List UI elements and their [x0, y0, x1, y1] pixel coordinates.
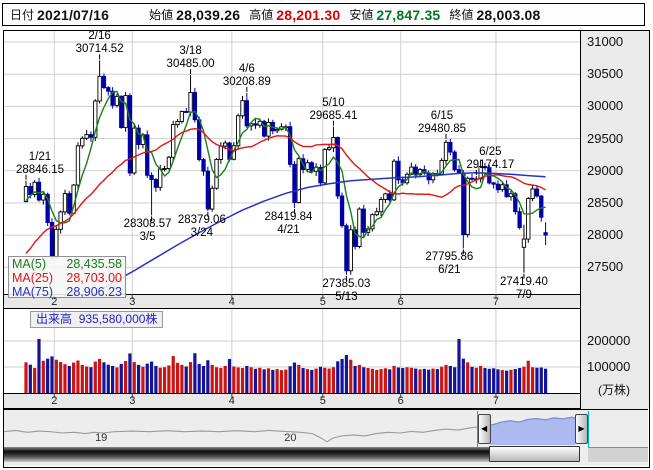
ma5-legend-row: MA(5) 28,435.58 — [12, 257, 122, 271]
ma75-label: MA(75) — [12, 285, 53, 299]
ma25-label: MA(25) — [12, 271, 53, 285]
annotation-6-25: 6/25 29174.17 — [466, 145, 515, 171]
scrollbar-thumb[interactable] — [488, 446, 580, 462]
nav-year-label: 20 — [284, 432, 297, 444]
range-handle-right[interactable]: ▶ — [574, 414, 588, 444]
price-axis-label: 31000 — [587, 34, 624, 49]
volume-value: 935,580,000株 — [78, 312, 158, 326]
range-handle-left[interactable]: ◀ — [477, 414, 491, 444]
price-xaxis-strip — [4, 294, 580, 309]
ma-legend: MA(5) 28,435.58 MA(25) 28,703.00 MA(75) … — [8, 256, 126, 299]
ohlc-header: 日付 2021/07/16 始値 28,039.26 高値 28,201.30 … — [2, 3, 645, 26]
month-label: 4 — [228, 395, 235, 407]
volume-axis-label: 200000 — [587, 333, 631, 348]
price-axis-label: 28500 — [587, 195, 624, 210]
price-axis-label: 30500 — [587, 66, 624, 82]
scrollbar-track-left[interactable] — [4, 447, 489, 462]
right-arrow-icon: ▶ — [578, 424, 585, 433]
price-axis-label: 28000 — [587, 227, 624, 243]
ma5-value: 28,435.58 — [66, 257, 122, 271]
month-label: 5 — [319, 395, 326, 407]
ma75-legend-row: MA(75) 28,906.23 — [12, 285, 122, 299]
month-label: 3 — [129, 395, 136, 407]
annotation-6-15: 6/15 29480.85 — [418, 109, 466, 135]
annotation-5-10: 5/10 29685.41 — [309, 96, 358, 122]
price-axis-label: 29000 — [587, 162, 624, 178]
month-label: 4 — [228, 296, 235, 308]
month-label: 2 — [51, 395, 58, 407]
month-label: 7 — [492, 296, 500, 308]
high-label: 高値 — [249, 8, 274, 22]
date-value: 2021/07/16 — [37, 6, 110, 23]
ma25-value: 28,703.00 — [66, 271, 122, 285]
annotation-1-21: 1/21 28846.15 — [16, 150, 64, 176]
volume-header: 出来高 935,580,000株 — [30, 311, 164, 328]
left-arrow-icon: ◀ — [480, 424, 488, 433]
price-axis-label: 27500 — [587, 259, 624, 275]
month-label: 6 — [397, 296, 404, 308]
month-label: 3 — [129, 296, 136, 308]
open-value: 28,039.26 — [176, 6, 241, 23]
volume-xaxis-strip — [4, 393, 580, 409]
selection-right-guide — [587, 411, 589, 447]
nav-year-label: 19 — [95, 432, 108, 444]
ma25-legend-row: MA(25) 28,703.00 — [12, 271, 122, 285]
month-label: 7 — [492, 395, 500, 407]
high-value: 28,201.30 — [276, 6, 341, 23]
low-label: 安値 — [349, 8, 374, 22]
annotation-7-9: 27419.40 7/9 — [499, 275, 548, 301]
annotation-6-21: 27795.86 6/21 — [425, 251, 474, 277]
close-label: 終値 — [449, 8, 474, 22]
ma75-value: 28,906.23 — [66, 285, 122, 299]
open-label: 始値 — [149, 8, 174, 22]
month-label: 5 — [319, 296, 326, 308]
annotation-3-24: 28379.06 3/24 — [177, 213, 226, 239]
right-axis-panel — [580, 31, 649, 409]
annotation-2-16: 2/16 30714.52 — [75, 30, 124, 56]
low-value: 27,847.35 — [376, 6, 441, 23]
price-axis-label: 30000 — [587, 98, 624, 114]
annotation-3-5: 28308.57 3/5 — [123, 218, 172, 244]
annotation-5-13: 27385.03 5/13 — [322, 277, 371, 303]
volume-unit-label: (万株) — [598, 383, 630, 397]
scrollbar-track-right[interactable] — [587, 447, 648, 462]
price-axis-label: 29500 — [587, 130, 624, 146]
month-label: 2 — [51, 296, 58, 308]
ma5-label: MA(5) — [12, 257, 47, 271]
annotation-4-21: 28419.84 4/21 — [264, 211, 313, 237]
annotation-4-6: 4/6 30208.89 — [222, 62, 271, 88]
month-label: 6 — [397, 395, 404, 407]
annotation-3-18: 3/18 30485.00 — [166, 45, 215, 71]
close-value: 28,003.08 — [476, 6, 541, 23]
volume-axis-label: 100000 — [587, 359, 631, 374]
date-label: 日付 — [10, 8, 35, 22]
volume-label: 出来高 — [36, 312, 73, 326]
